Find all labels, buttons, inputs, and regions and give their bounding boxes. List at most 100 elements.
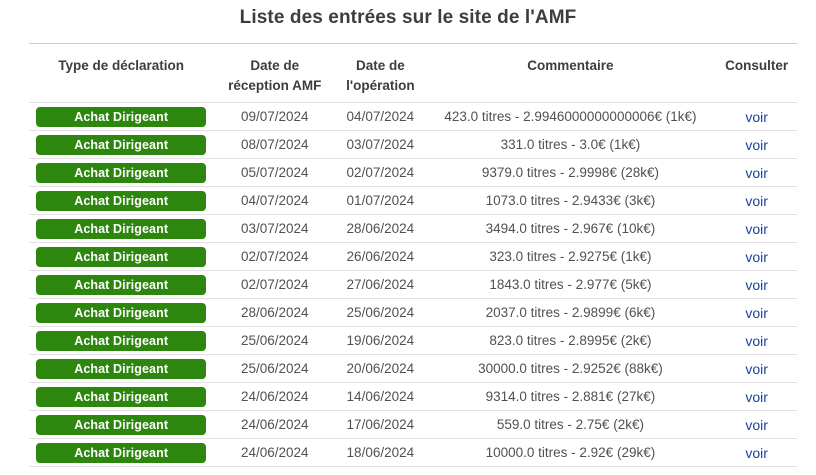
col-header-date-operation: Date de l'opération (336, 43, 425, 103)
reception-date-cell: 24/06/2024 (213, 410, 337, 439)
type-declaration-cell: Achat Dirigeant (29, 326, 214, 355)
operation-date-cell: 26/06/2024 (336, 242, 425, 271)
consulter-cell: voir (716, 130, 797, 159)
col-header-type-declaration: Type de déclaration (29, 43, 214, 103)
table-row: Achat Dirigeant 02/07/2024 27/06/2024 1843.… (29, 270, 797, 299)
col-header-date-reception: Date de réception AMF (213, 43, 337, 103)
voir-link[interactable]: voir (745, 248, 768, 265)
table-header: Type de déclaration Date de réception AM… (29, 43, 797, 103)
declaration-type-badge: Achat Dirigeant (36, 302, 207, 323)
declaration-type-badge: Achat Dirigeant (36, 190, 207, 211)
comment-cell: 823.0 titres - 2.8995€ (2k€) (424, 326, 717, 355)
voir-link[interactable]: voir (745, 360, 768, 377)
voir-link[interactable]: voir (745, 108, 768, 125)
voir-link[interactable]: voir (745, 444, 768, 461)
comment-cell: 9314.0 titres - 2.881€ (27k€) (424, 382, 717, 411)
type-declaration-cell: Achat Dirigeant (29, 158, 214, 187)
consulter-cell: voir (716, 214, 797, 243)
voir-link[interactable]: voir (745, 192, 768, 209)
reception-date-cell: 04/07/2024 (213, 186, 337, 215)
consulter-cell: voir (716, 382, 797, 411)
consulter-cell: voir (716, 186, 797, 215)
type-declaration-cell: Achat Dirigeant (29, 214, 214, 243)
table-row: Achat Dirigeant 03/07/2024 28/06/2024 3494.… (29, 214, 797, 243)
consulter-cell: voir (716, 242, 797, 271)
declaration-type-badge: Achat Dirigeant (36, 386, 207, 407)
declaration-type-badge: Achat Dirigeant (36, 358, 207, 379)
reception-date-cell: 24/06/2024 (213, 438, 337, 467)
declaration-type-badge: Achat Dirigeant (36, 330, 207, 351)
comment-cell: 323.0 titres - 2.9275€ (1k€) (424, 242, 717, 271)
table-row: Achat Dirigeant 08/07/2024 03/07/2024 331.0… (29, 130, 797, 159)
declaration-type-badge: Achat Dirigeant (36, 106, 207, 127)
reception-date-cell: 24/06/2024 (213, 382, 337, 411)
comment-cell: 9379.0 titres - 2.9998€ (28k€) (424, 158, 717, 187)
type-declaration-cell: Achat Dirigeant (29, 102, 214, 131)
declaration-type-badge: Achat Dirigeant (36, 414, 207, 435)
voir-link[interactable]: voir (745, 388, 768, 405)
operation-date-cell: 03/07/2024 (336, 130, 425, 159)
declaration-type-badge: Achat Dirigeant (36, 162, 207, 183)
comment-cell: 3494.0 titres - 2.967€ (10k€) (424, 214, 717, 243)
type-declaration-cell: Achat Dirigeant (29, 410, 214, 439)
reception-date-cell: 02/07/2024 (213, 242, 337, 271)
type-declaration-cell: Achat Dirigeant (29, 298, 214, 327)
operation-date-cell: 20/06/2024 (336, 354, 425, 383)
table-row: Achat Dirigeant 04/07/2024 01/07/2024 1073.… (29, 186, 797, 215)
amf-entries-table: Type de déclaration Date de réception AM… (29, 43, 797, 467)
voir-link[interactable]: voir (745, 164, 768, 181)
col-header-commentaire: Commentaire (424, 43, 717, 103)
reception-date-cell: 08/07/2024 (213, 130, 337, 159)
operation-date-cell: 25/06/2024 (336, 298, 425, 327)
consulter-cell: voir (716, 102, 797, 131)
table-row: Achat Dirigeant 25/06/2024 19/06/2024 823.0… (29, 326, 797, 355)
operation-date-cell: 17/06/2024 (336, 410, 425, 439)
voir-link[interactable]: voir (745, 276, 768, 293)
table-row: Achat Dirigeant 28/06/2024 25/06/2024 2037.… (29, 298, 797, 327)
comment-cell: 423.0 titres - 2.9946000000000006€ (1k€) (424, 102, 717, 131)
type-declaration-cell: Achat Dirigeant (29, 438, 214, 467)
type-declaration-cell: Achat Dirigeant (29, 130, 214, 159)
reception-date-cell: 05/07/2024 (213, 158, 337, 187)
consulter-cell: voir (716, 158, 797, 187)
comment-cell: 1843.0 titres - 2.977€ (5k€) (424, 270, 717, 299)
declaration-type-badge: Achat Dirigeant (36, 246, 207, 267)
consulter-cell: voir (716, 410, 797, 439)
operation-date-cell: 19/06/2024 (336, 326, 425, 355)
consulter-cell: voir (716, 438, 797, 467)
reception-date-cell: 02/07/2024 (213, 270, 337, 299)
reception-date-cell: 25/06/2024 (213, 326, 337, 355)
reception-date-cell: 03/07/2024 (213, 214, 337, 243)
table-row: Achat Dirigeant 25/06/2024 20/06/2024 30000… (29, 354, 797, 383)
consulter-cell: voir (716, 298, 797, 327)
reception-date-cell: 09/07/2024 (213, 102, 337, 131)
page-title: Liste des entrées sur le site de l'AMF (239, 7, 577, 28)
type-declaration-cell: Achat Dirigeant (29, 186, 214, 215)
col-header-consulter: Consulter (716, 43, 797, 103)
table-row: Achat Dirigeant 09/07/2024 04/07/2024 423.0… (29, 102, 797, 131)
table-body: Achat Dirigeant 09/07/2024 04/07/2024 423.0… (29, 102, 797, 467)
voir-link[interactable]: voir (745, 136, 768, 153)
voir-link[interactable]: voir (745, 332, 768, 349)
consulter-cell: voir (716, 326, 797, 355)
operation-date-cell: 01/07/2024 (336, 186, 425, 215)
reception-date-cell: 25/06/2024 (213, 354, 337, 383)
operation-date-cell: 18/06/2024 (336, 438, 425, 467)
table-row: Achat Dirigeant 02/07/2024 26/06/2024 323.0… (29, 242, 797, 271)
comment-cell: 559.0 titres - 2.75€ (2k€) (424, 410, 717, 439)
voir-link[interactable]: voir (745, 304, 768, 321)
comment-cell: 10000.0 titres - 2.92€ (29k€) (424, 438, 717, 467)
voir-link[interactable]: voir (745, 220, 768, 237)
operation-date-cell: 04/07/2024 (336, 102, 425, 131)
comment-cell: 30000.0 titres - 2.9252€ (88k€) (424, 354, 717, 383)
voir-link[interactable]: voir (745, 416, 768, 433)
comment-cell: 1073.0 titres - 2.9433€ (3k€) (424, 186, 717, 215)
type-declaration-cell: Achat Dirigeant (29, 242, 214, 271)
table-row: Achat Dirigeant 24/06/2024 18/06/2024 10000… (29, 438, 797, 467)
table-row: Achat Dirigeant 05/07/2024 02/07/2024 9379.… (29, 158, 797, 187)
operation-date-cell: 14/06/2024 (336, 382, 425, 411)
type-declaration-cell: Achat Dirigeant (29, 382, 214, 411)
declaration-type-badge: Achat Dirigeant (36, 218, 207, 239)
operation-date-cell: 28/06/2024 (336, 214, 425, 243)
